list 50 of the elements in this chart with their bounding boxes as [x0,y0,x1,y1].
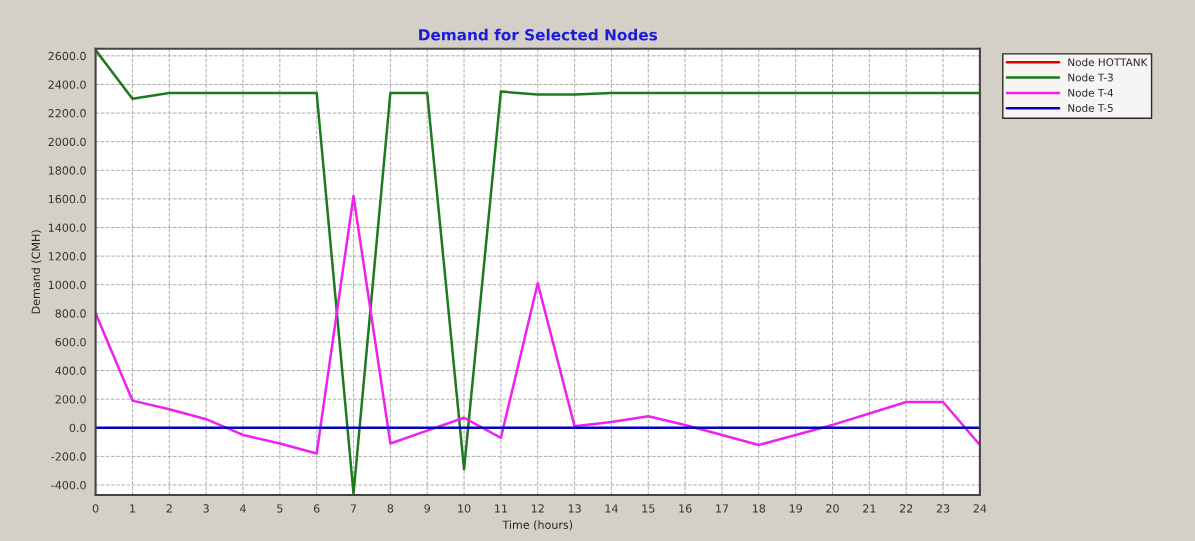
x-tick-label: 17 [716,504,729,513]
x-tick-label: 21 [863,504,876,513]
legend-label: Node T-5 [1068,103,1113,112]
y-tick-label: 600.0 [55,337,86,347]
x-tick-label: 22 [899,504,913,513]
x-tick-label: 12 [531,504,544,513]
x-tick-label: 15 [642,504,655,513]
y-tick-label: 2200.0 [48,109,86,118]
x-tick-label: 23 [936,504,950,513]
y-tick-label: -400.0 [51,480,86,490]
y-tick-label: 1600.0 [48,194,86,204]
y-tick-label: 1000.0 [48,280,86,290]
line-series [95,48,980,495]
legend-label: Node HOTTANK [1068,58,1148,67]
x-tick-label: 5 [277,504,283,513]
y-tick-label: 1800.0 [48,166,86,175]
x-tick-label: 7 [350,504,357,513]
y-tick-label: 2000.0 [48,137,86,147]
legend-label: Node T-4 [1068,88,1114,97]
x-tick-label: 19 [789,504,802,513]
x-tick-label: 20 [826,504,839,513]
x-tick-label: 10 [458,504,471,513]
y-tick-label: 1200.0 [48,252,86,261]
x-tick-label: 6 [313,504,320,513]
x-tick-label: 0 [92,504,99,513]
y-axis-title: Demand (CMH) [31,230,42,314]
y-tick-label: 800.0 [55,309,86,318]
y-tick-label: 2400.0 [48,80,86,89]
chart-title: Demand for Selected Nodes [419,28,658,41]
x-tick-label: 8 [387,504,394,513]
x-tick-label: 2 [166,504,172,513]
x-axis-title: Time (hours) [502,520,573,531]
y-tick-label: 2600.0 [48,51,86,61]
y-tick-label: -200.0 [51,452,86,461]
x-tick-label: 3 [203,504,209,513]
x-tick-label: 16 [679,504,692,513]
y-tick-label: 1400.0 [48,223,86,232]
y-tick-label: 200.0 [55,395,86,404]
x-tick-label: 18 [752,504,766,513]
y-tick-label: 0.0 [69,423,86,433]
x-tick-label: 24 [973,504,987,513]
x-tick-label: 9 [424,504,430,513]
y-tick-label: 400.0 [55,366,86,375]
x-tick-label: 1 [130,504,135,513]
line-series [95,194,980,455]
x-tick-label: 14 [605,504,618,513]
x-tick-label: 13 [568,504,581,513]
x-tick-label: 4 [239,504,246,513]
legend-label: Node T-3 [1068,73,1113,82]
x-tick-label: 11 [495,504,507,513]
